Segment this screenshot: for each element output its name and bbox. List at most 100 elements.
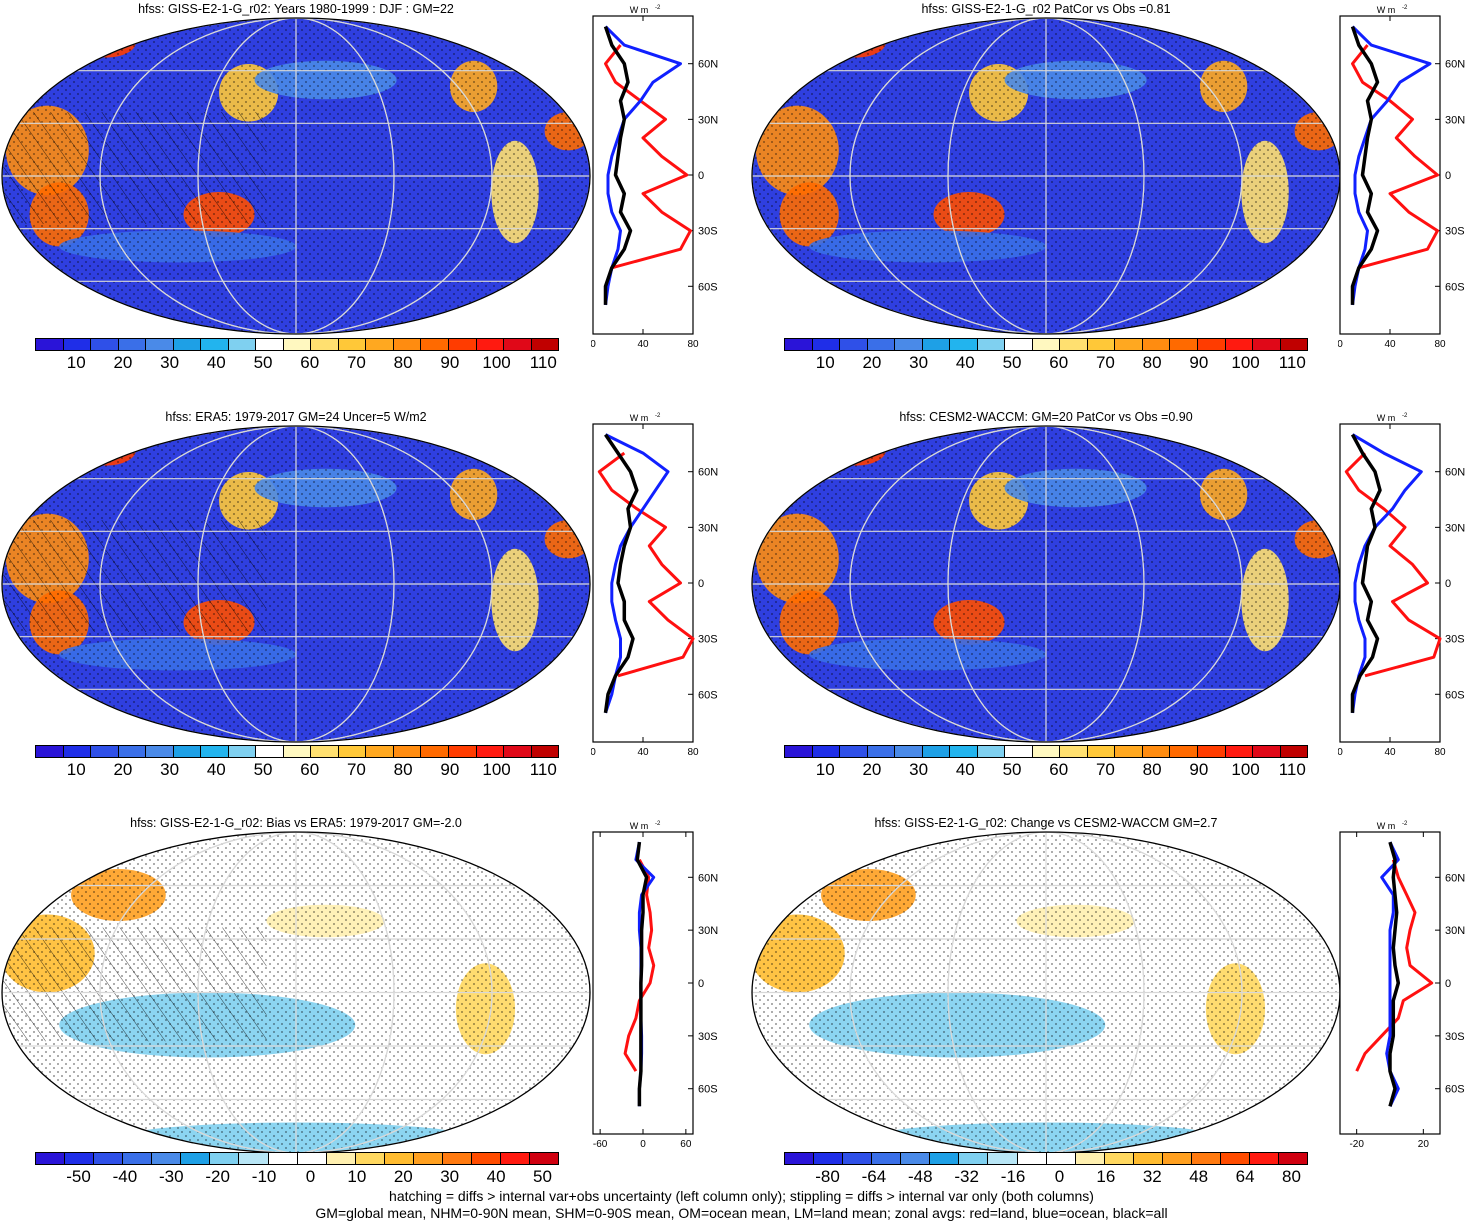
colorbar-swatch xyxy=(501,1153,530,1164)
world-map xyxy=(750,830,1342,1155)
zonal-unit-sup: -2 xyxy=(655,5,661,11)
zonal-x-tick: 0 xyxy=(640,1139,646,1150)
colorbar-tick-label: 90 xyxy=(1189,353,1208,373)
zonal-unit-sup: -2 xyxy=(655,413,661,419)
colorbar-swatch xyxy=(1088,339,1116,350)
colorbar-swatch xyxy=(91,746,119,757)
colorbar-swatch xyxy=(36,746,64,757)
colorbar-swatch xyxy=(1170,746,1198,757)
colorbar-tick-label: 10 xyxy=(347,1167,366,1187)
colorbar-swatch xyxy=(229,339,257,350)
zonal-lat-label: 30N xyxy=(1445,925,1465,937)
zonal-unit-label: W m xyxy=(630,413,649,423)
zonal-lat-label: 30S xyxy=(698,634,718,646)
colorbar-swatch xyxy=(174,339,202,350)
colorbar-swatch xyxy=(201,746,229,757)
colorbar-tick-label: 30 xyxy=(440,1167,459,1187)
colorbar-swatch xyxy=(785,746,813,757)
colorbar-swatch xyxy=(1143,339,1171,350)
colorbar-tick-label: 60 xyxy=(1049,760,1068,780)
zonal-unit-label: W m xyxy=(1377,413,1396,423)
colorbar-tick-label: 110 xyxy=(1279,353,1306,373)
colorbar-tick-label: 50 xyxy=(533,1167,552,1187)
colorbar-swatch xyxy=(256,339,284,350)
colorbar-swatch xyxy=(1088,746,1116,757)
zonal-lat-label: 60N xyxy=(1445,872,1465,884)
zonal-lat-label: 0 xyxy=(698,578,704,590)
zonal-x-tick: -60 xyxy=(593,1139,608,1150)
colorbar-swatch xyxy=(1018,1153,1047,1164)
zonal-unit-sup: -2 xyxy=(1402,413,1408,419)
world-map xyxy=(750,424,1342,744)
colorbar-swatch xyxy=(1105,1153,1134,1164)
zonal-x-tick: 80 xyxy=(687,747,699,758)
colorbar-swatch xyxy=(394,746,422,757)
colorbar-tick-label: 30 xyxy=(909,760,928,780)
colorbar-tick-label: 32 xyxy=(1143,1167,1162,1187)
zonal-lat-label: 60N xyxy=(698,872,718,884)
zonal-lat-label: 30N xyxy=(698,522,718,534)
colorbar-tick-label: -20 xyxy=(205,1167,230,1187)
zonal-x-tick: 40 xyxy=(1384,747,1396,758)
colorbar-swatch xyxy=(64,746,92,757)
footer-note-1: hatching = diffs > internal var+obs unce… xyxy=(0,1188,1483,1205)
colorbar-swatch xyxy=(1143,746,1171,757)
colorbar-swatch xyxy=(1047,1153,1076,1164)
colorbar-swatch xyxy=(868,746,896,757)
colorbar-tick-label: 20 xyxy=(862,760,881,780)
colorbar-swatch xyxy=(1170,339,1198,350)
colorbar-tick-label: -10 xyxy=(252,1167,277,1187)
zonal-unit-label: W m xyxy=(1377,821,1396,831)
colorbar-tick-label: 100 xyxy=(482,353,510,373)
colorbar-tick-label: 60 xyxy=(1049,353,1068,373)
colorbar-tick-label: 80 xyxy=(394,760,413,780)
colorbar-swatch xyxy=(91,339,119,350)
colorbar-swatch xyxy=(1198,339,1226,350)
colorbar-tick-label: 30 xyxy=(909,353,928,373)
colorbar-swatch xyxy=(1060,339,1088,350)
colorbar-tick-label: 50 xyxy=(254,760,273,780)
colorbar-tick-label: 100 xyxy=(482,760,510,780)
zonal-lat-label: 30S xyxy=(1445,1031,1465,1043)
colorbar-tick-label: 110 xyxy=(530,353,557,373)
zonal-x-tick: 0 xyxy=(591,339,596,350)
colorbar-tick-label: 100 xyxy=(1231,760,1259,780)
colorbar xyxy=(35,745,559,758)
colorbar-swatch xyxy=(840,339,868,350)
colorbar-swatch xyxy=(930,1153,959,1164)
colorbar-tick-label: 20 xyxy=(862,353,881,373)
colorbar-swatch xyxy=(327,1153,356,1164)
colorbar-tick-label: 70 xyxy=(1096,353,1115,373)
colorbar-swatch xyxy=(239,1153,268,1164)
world-map xyxy=(0,830,592,1155)
colorbar-swatch xyxy=(119,746,147,757)
zonal-x-tick: 40 xyxy=(1384,339,1396,350)
colorbar-swatch xyxy=(181,1153,210,1164)
colorbar-swatch xyxy=(785,1153,814,1164)
colorbar-swatch xyxy=(123,1153,152,1164)
colorbar-tick-label: 110 xyxy=(530,760,557,780)
colorbar-tick-label: 90 xyxy=(440,760,459,780)
colorbar-swatch xyxy=(504,746,532,757)
zonal-lat-label: 30S xyxy=(698,1031,718,1043)
colorbar-tick-label: -64 xyxy=(862,1167,887,1187)
colorbar-tick-label: 30 xyxy=(160,353,179,373)
colorbar-swatch xyxy=(504,339,532,350)
colorbar xyxy=(784,1152,1308,1165)
colorbar-tick-label: 40 xyxy=(207,760,226,780)
colorbar xyxy=(784,745,1308,758)
zonal-lat-label: 30N xyxy=(698,114,718,126)
zonal-lat-label: 60S xyxy=(1445,281,1465,293)
colorbar-swatch xyxy=(1134,1153,1163,1164)
colorbar-swatch xyxy=(356,1153,385,1164)
zonal-x-tick: 40 xyxy=(637,339,649,350)
colorbar-swatch xyxy=(385,1153,414,1164)
colorbar-tick-label: 10 xyxy=(816,760,835,780)
zonal-unit-label: W m xyxy=(1377,5,1396,15)
colorbar-tick-label: 40 xyxy=(207,353,226,373)
colorbar-swatch xyxy=(1253,339,1281,350)
colorbar-tick-label: 30 xyxy=(160,760,179,780)
